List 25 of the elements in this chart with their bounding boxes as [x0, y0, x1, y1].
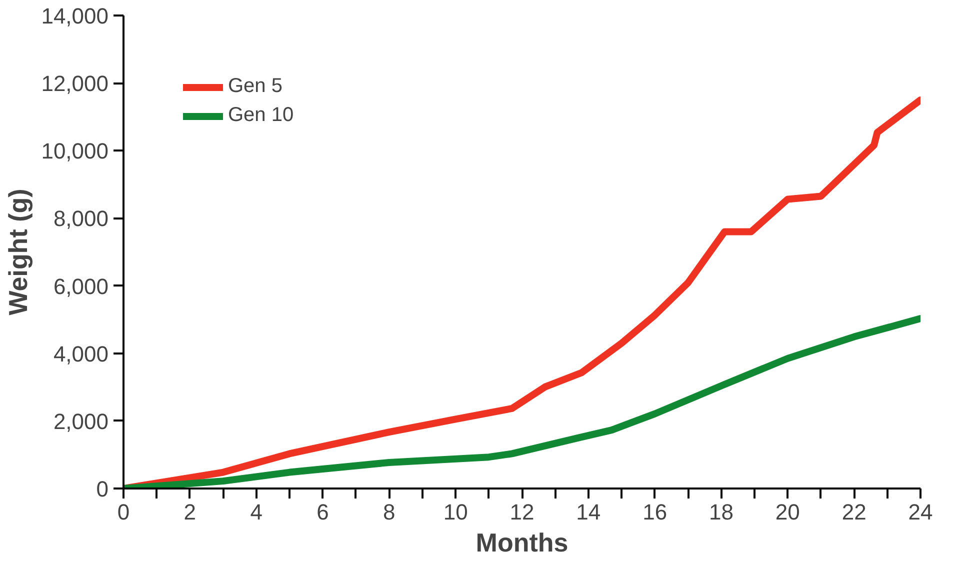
legend-label: Gen 5	[228, 75, 282, 98]
x-tick-label: 18	[709, 500, 734, 524]
x-axis-title: Months	[476, 528, 568, 558]
x-tick-label: 10	[443, 500, 468, 524]
y-axis-title: Weight (g)	[3, 188, 34, 316]
y-tick-label: 0	[96, 476, 109, 502]
x-tick-label: 20	[775, 500, 800, 524]
y-tick-label: 4,000	[53, 341, 109, 366]
x-tick-label: 22	[842, 500, 866, 524]
y-tick-label: 2,000	[53, 408, 109, 434]
x-tick-label: 4	[250, 500, 262, 524]
x-tick-label: 6	[316, 500, 329, 524]
y-tick-label: 10,000	[41, 138, 109, 164]
x-tick-label: 16	[642, 500, 668, 524]
y-tick-label: 12,000	[41, 71, 109, 96]
y-tick-label: 14,000	[41, 4, 109, 28]
x-tick-label: 2	[184, 500, 196, 524]
x-tick-label: 8	[383, 500, 396, 524]
x-tick-label: 0	[117, 500, 130, 524]
x-tick-label: 24	[908, 500, 933, 524]
y-tick-label: 8,000	[53, 206, 109, 232]
x-tick-label: 14	[576, 500, 601, 524]
y-tick-label: 6,000	[53, 274, 109, 299]
x-tick-label: 12	[510, 500, 534, 524]
legend-label: Gen 10	[228, 104, 294, 127]
